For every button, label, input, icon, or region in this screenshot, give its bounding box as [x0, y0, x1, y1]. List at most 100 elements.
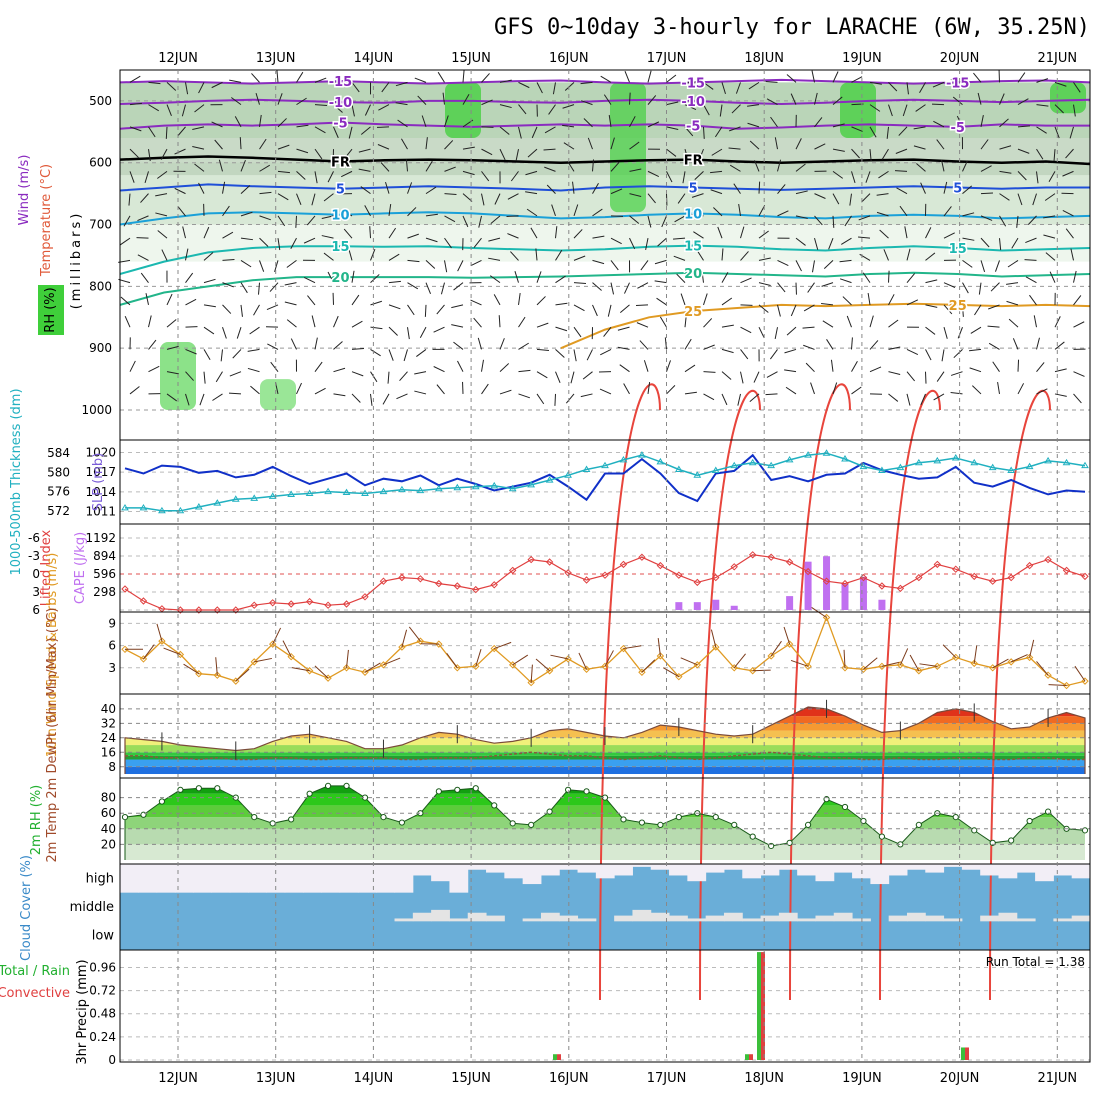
cloud-cover-middle [760, 915, 780, 922]
wind-barb [174, 148, 186, 155]
lifted-index-point [1025, 561, 1034, 570]
wind-barb [185, 371, 194, 381]
wind-speed-point [841, 664, 849, 672]
wind-barb [814, 238, 819, 250]
cloud-cover-high [229, 864, 249, 893]
wind-barb [1036, 337, 1040, 350]
wind-barb [881, 148, 889, 160]
wind-barb [185, 326, 198, 328]
wind-speed-point [545, 667, 554, 675]
wind-barb [481, 99, 493, 106]
wind-barb [862, 272, 871, 283]
thickness-point [527, 480, 536, 488]
wind-barb [995, 260, 1000, 272]
wind-barb [766, 371, 778, 378]
wind-barb [192, 146, 205, 150]
wind-speed-point [638, 668, 646, 676]
rh-point [454, 786, 461, 793]
rh-point [786, 839, 793, 846]
axis-label-rh: RH (%) [43, 287, 58, 332]
wind-barb [555, 249, 563, 261]
temperature-contour-label: 5 [689, 181, 698, 196]
wind-speed-point [121, 645, 129, 654]
wind-barb [499, 363, 510, 373]
thickness-point [601, 461, 609, 469]
precip-tick: 0 [108, 1053, 116, 1067]
wind-barb [795, 260, 802, 272]
wind-barb [444, 140, 454, 150]
wind-barb [684, 391, 697, 395]
thickness-point [121, 503, 129, 511]
wind-barb [247, 367, 260, 373]
wind-barb [666, 385, 676, 395]
wind-barb [395, 102, 408, 106]
cloud-cover-high [1053, 864, 1073, 876]
temperature-contour-label: 10 [331, 209, 349, 224]
wind-barb [999, 118, 1009, 128]
cloud-cover-high [1035, 864, 1054, 882]
cloud-cover-middle [449, 918, 469, 922]
lifted-index-point [767, 553, 775, 561]
wind-barb [851, 171, 856, 183]
cloud-cover-high [943, 864, 963, 867]
date-label-bottom: 18JUN [744, 1071, 784, 1086]
wind-barb [610, 282, 615, 295]
wind-barb [451, 304, 464, 309]
wind-barb [703, 318, 713, 328]
wind-barb-10m [183, 663, 200, 675]
wind-barb [920, 393, 926, 406]
wind-barb [610, 162, 620, 172]
wind-barb [444, 215, 456, 223]
wind-barb [296, 124, 309, 128]
wind-barb [906, 299, 919, 306]
lifted-index-point [250, 601, 258, 609]
temperature-contour [119, 78, 1091, 85]
rh-bands [125, 785, 1085, 860]
wind-speed-point [324, 674, 332, 682]
rh-band [125, 844, 1085, 860]
wind-barb [1006, 282, 1019, 285]
thickness-point [194, 502, 203, 510]
wind-barb [462, 170, 475, 176]
lifted-index-point [305, 597, 314, 606]
wind-barb [277, 170, 290, 174]
wind-barb [721, 371, 732, 380]
thickness-point [785, 455, 794, 463]
cloud-cover-middle [833, 912, 853, 922]
cloud-cover-high [467, 864, 487, 870]
wind-barb [277, 193, 289, 201]
cloud-cover-high [669, 864, 688, 876]
rh-point [177, 786, 184, 793]
rh-point [675, 814, 682, 821]
wind-barb-10m [272, 627, 282, 645]
chart-fills [38, 82, 1090, 1061]
precip-bar-convective [749, 1054, 753, 1060]
wind-barb [607, 304, 612, 317]
wind-barb [270, 361, 279, 372]
wind-barb [274, 260, 279, 273]
wind-barb [155, 212, 168, 217]
wind-barb [211, 121, 223, 128]
legend-convective: Convective [0, 986, 70, 1001]
cloud-cover-middle [1053, 918, 1073, 922]
wind-barb [721, 248, 724, 261]
wind-barb [814, 215, 823, 226]
wind-barb [129, 386, 140, 395]
thickness-point [711, 466, 720, 473]
wind-barb [1012, 338, 1019, 350]
lifted-index-point [1081, 572, 1089, 581]
rh-point [398, 819, 406, 826]
wind-barb [915, 104, 926, 112]
cloud-cover-high [486, 864, 505, 873]
thickness-point [674, 465, 683, 473]
precip-tick: 0.24 [89, 1030, 116, 1044]
wind-barb [888, 104, 893, 117]
lifted-index-point [693, 578, 702, 587]
thickness-point [1007, 466, 1016, 473]
axis-label-wind: Wind (m/s) [17, 155, 32, 226]
wind-barb [962, 304, 964, 317]
wind-barb [969, 348, 982, 352]
cloud-cover-middle [687, 918, 707, 922]
wind-barb [321, 235, 334, 239]
wind-barb [303, 276, 316, 284]
